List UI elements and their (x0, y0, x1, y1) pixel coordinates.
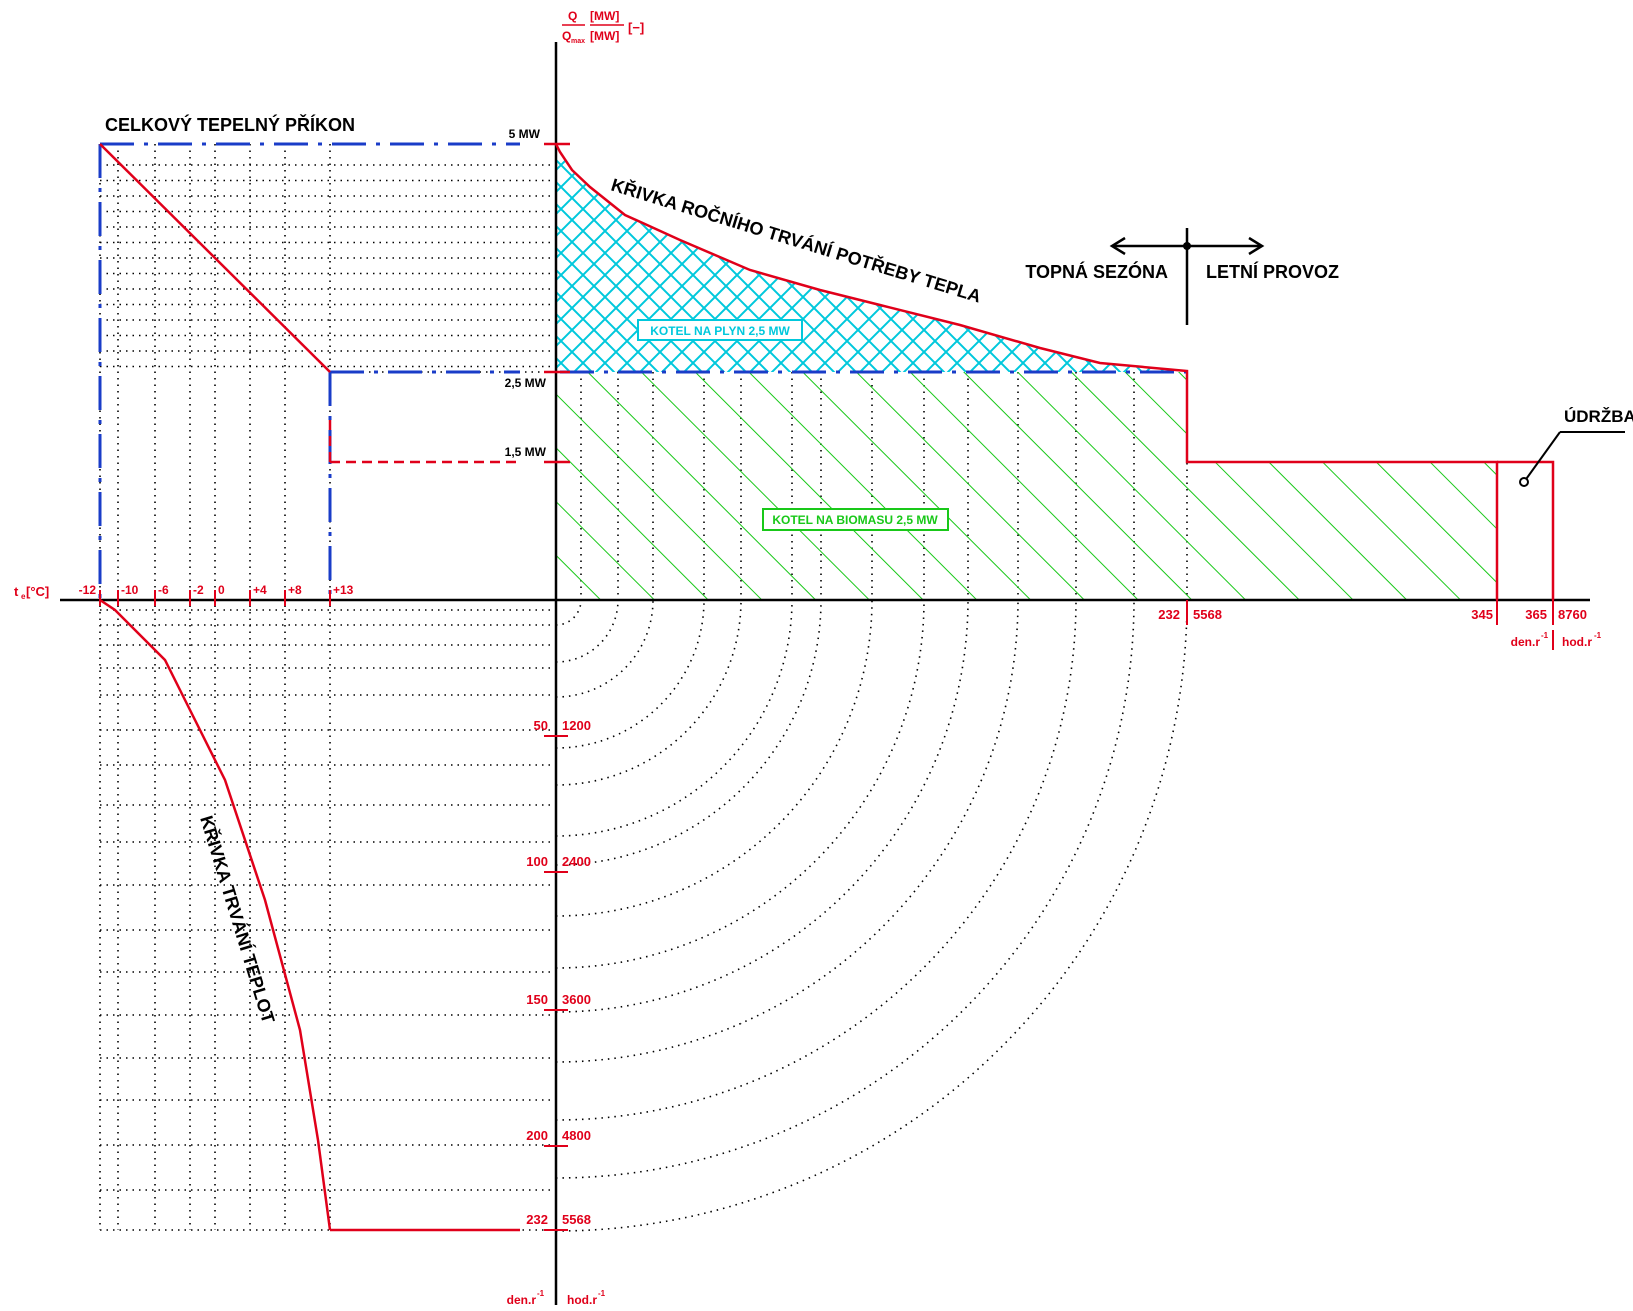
down-unit-hours: hod.r (567, 1293, 597, 1307)
tick-345-days: 345 (1471, 607, 1493, 622)
season-divider-dot (1183, 242, 1191, 250)
construction-arc (555, 599, 793, 837)
temp-axis-label: t e [°C] (14, 584, 49, 601)
temp-tick-label: -6 (158, 583, 169, 597)
down-day-label: 150 (526, 992, 548, 1007)
y-label-den: Q (562, 29, 571, 43)
biomass-area (556, 372, 1497, 600)
down-hour-label: 2400 (562, 854, 591, 869)
down-axis-labels: 50 1200 100 2400 150 3600 200 4800 232 5568 (526, 718, 591, 1227)
time-unit-days: den.r (1511, 635, 1541, 649)
tick-8760-hours: 8760 (1558, 607, 1587, 622)
construction-arc (555, 599, 654, 698)
construction-arc (555, 599, 822, 866)
tick-5568-hours: 5568 (1193, 607, 1222, 622)
tick-365-days: 365 (1525, 607, 1547, 622)
construction-arc (555, 599, 582, 626)
axis-ticks (99, 590, 1554, 1231)
label-total-heat-input: CELKOVÝ TEPELNÝ PŘÍKON (105, 114, 355, 135)
down-day-label: 200 (526, 1128, 548, 1143)
temp-tick-label: +4 (253, 583, 267, 597)
down-day-label: 100 (526, 854, 548, 869)
tick-1-5mw: 1,5 MW (505, 445, 547, 459)
label-temp-curve: KŘIVKA TRVÁNÍ TEPLOT (196, 813, 279, 1026)
label-biomass-boiler: KOTEL NA BIOMASU 2,5 MW (772, 513, 938, 527)
time-unit-days-exp: -1 (1541, 631, 1549, 640)
y-label-sub: max (571, 38, 585, 45)
y-unit-ratio: [−] (628, 20, 644, 35)
y-unit-den: [MW] (590, 29, 619, 43)
annual-duration-curve (554, 143, 1189, 373)
construction-arc (555, 599, 925, 969)
label-gas-boiler: KOTEL NA PLYN 2,5 MW (650, 324, 790, 338)
temp-label: t (14, 584, 19, 599)
time-unit-hours-exp: -1 (1594, 631, 1602, 640)
construction-arc (555, 599, 1188, 1232)
temp-tick-label: -12 (79, 583, 97, 597)
temp-tick-label: -10 (121, 583, 139, 597)
tick-232-days: 232 (1158, 607, 1180, 622)
label-maintenance: ÚDRŽBA (1564, 407, 1633, 426)
tick-2-5mw: 2,5 MW (505, 376, 547, 390)
total-input-diagonal (99, 143, 331, 373)
temp-tick-label: -2 (193, 583, 204, 597)
down-hour-label: 5568 (562, 1212, 591, 1227)
down-hour-label: 3600 (562, 992, 591, 1007)
temp-tick-label: 0 (218, 583, 225, 597)
down-unit-days-exp: -1 (537, 1289, 545, 1298)
y-label-num: Q (568, 9, 577, 23)
label-heating-season: TOPNÁ SEZÓNA (1025, 261, 1168, 282)
time-axis-units: den.r -1 hod.r -1 (1511, 630, 1602, 650)
label-summer-operation: LETNÍ PROVOZ (1206, 261, 1339, 282)
down-day-label: 50 (534, 718, 548, 733)
temp-tick-label: +13 (333, 583, 354, 597)
construction-arc (555, 599, 1077, 1121)
down-hour-label: 4800 (562, 1128, 591, 1143)
summer-step (1185, 372, 1499, 600)
temp-label-unit: [°C] (26, 584, 49, 599)
down-day-label: 232 (526, 1212, 548, 1227)
construction-arc (555, 599, 1019, 1063)
temperature-duration-curve (99, 598, 332, 1231)
construction-arc (555, 599, 969, 1013)
gas-boiler-box: KOTEL NA PLYN 2,5 MW (637, 319, 803, 341)
blue-dash-outlines (98, 142, 1187, 600)
down-axis-units: den.r -1 hod.r -1 (507, 1289, 606, 1307)
maintenance-leader (1519, 431, 1625, 487)
biomass-boiler-box: KOTEL NA BIOMASU 2,5 MW (762, 508, 949, 531)
temp-tick-label: +8 (288, 583, 302, 597)
down-unit-hours-exp: -1 (598, 1289, 606, 1298)
y-axis-label: Q Q max [MW] [MW] [−] (562, 9, 644, 45)
maintenance-box (1497, 460, 1555, 600)
red-curves (99, 142, 1555, 1232)
temp-tick-labels: -12 -10 -6 -2 0 +4 +8 +13 (79, 583, 354, 597)
time-unit-hours: hod.r (1562, 635, 1592, 649)
down-hour-label: 1200 (562, 718, 591, 733)
temp-label-sub: e (21, 592, 26, 601)
gas-area (556, 144, 1187, 372)
tick-5mw: 5 MW (509, 127, 541, 141)
y-unit-num: [MW] (590, 9, 619, 23)
down-unit-days: den.r (507, 1293, 537, 1307)
construction-arc (555, 599, 873, 917)
construction-arc (555, 599, 1135, 1179)
construction-arc (555, 599, 619, 663)
